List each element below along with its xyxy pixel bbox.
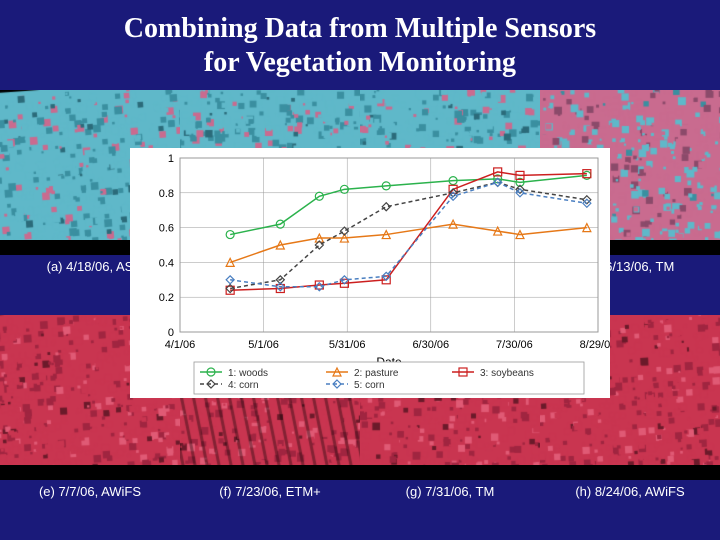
svg-text:8/29/06: 8/29/06	[580, 339, 610, 351]
svg-text:5/1/06: 5/1/06	[248, 339, 279, 351]
svg-text:0: 0	[168, 327, 174, 339]
caption-g: (g) 7/31/06, TM	[360, 480, 540, 499]
svg-text:2: pasture: 2: pasture	[354, 368, 399, 379]
svg-text:0.4: 0.4	[159, 257, 174, 269]
svg-text:1: woods: 1: woods	[228, 368, 268, 379]
svg-text:7/30/06: 7/30/06	[496, 339, 533, 351]
svg-text:5/31/06: 5/31/06	[329, 339, 366, 351]
caption-h: (h) 8/24/06, AWiFS	[540, 480, 720, 499]
caption-e: (e) 7/7/06, AWiFS	[0, 480, 180, 499]
timeseries-chart: 0 0.2 0.4 0.6 0.8 1 4/1/06 5/1/06 5/31/06 6/30/06…	[130, 148, 610, 398]
caption-f: (f) 7/23/06, ETM+	[180, 480, 360, 499]
svg-text:1: 1	[168, 153, 174, 165]
svg-text:4/1/06: 4/1/06	[165, 339, 196, 351]
svg-text:0.6: 0.6	[159, 223, 174, 235]
svg-text:5: corn: 5: corn	[354, 380, 385, 391]
svg-text:3: soybeans: 3: soybeans	[480, 368, 534, 379]
svg-text:0.8: 0.8	[159, 188, 174, 200]
svg-text:6/30/06: 6/30/06	[412, 339, 449, 351]
title-line2: for Vegetation Monitoring	[204, 47, 516, 78]
title-line1: Combining Data from Multiple Sensors	[124, 13, 596, 44]
svg-text:4: corn: 4: corn	[228, 380, 259, 391]
svg-text:0.2: 0.2	[159, 292, 174, 304]
